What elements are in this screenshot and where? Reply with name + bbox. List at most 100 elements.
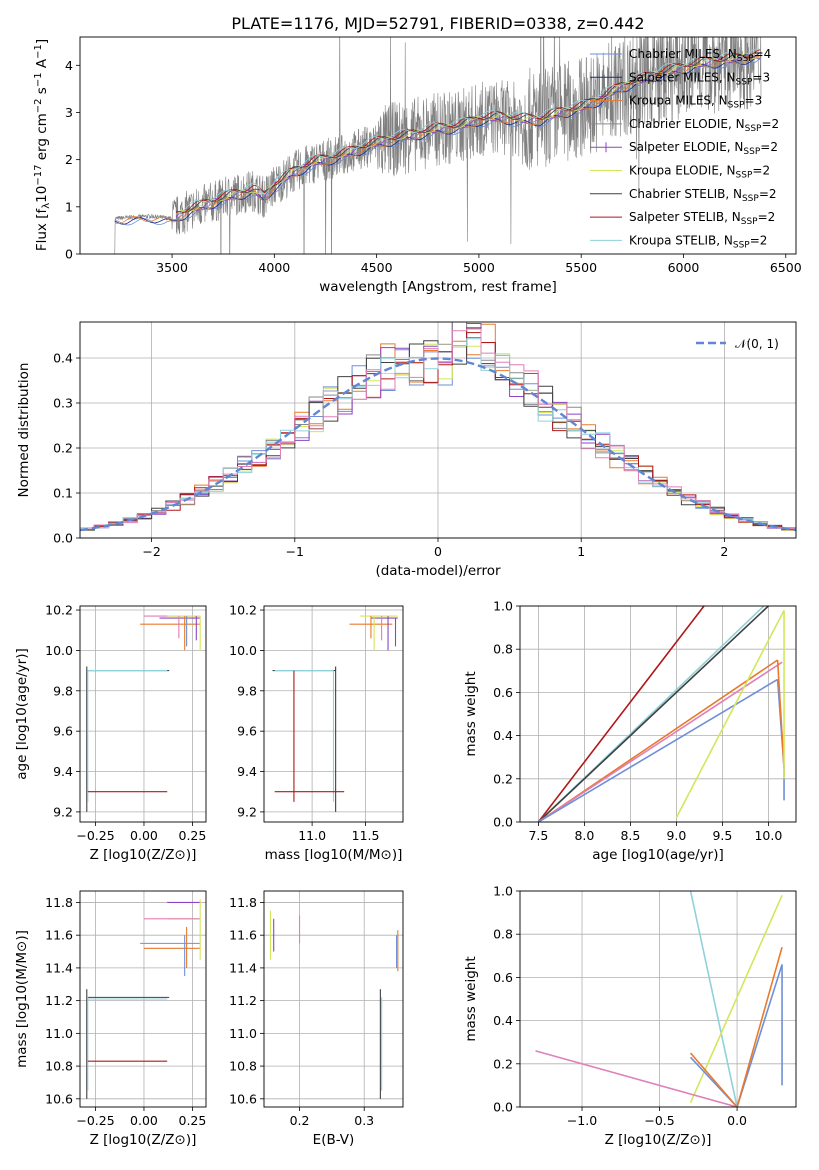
y-tick-label: 10.6 — [229, 1091, 257, 1106]
y-tick-label: 0.6 — [493, 685, 513, 700]
y-axis-label-part: A — [34, 58, 50, 72]
legend-sub: SSP — [736, 171, 753, 181]
y-tick-label: 11.4 — [229, 960, 257, 975]
x-axis-label: (data-model)/error — [375, 563, 501, 579]
y-tick-label: 11.0 — [229, 1026, 257, 1041]
legend-sub: SSP — [737, 54, 754, 64]
y-tick-label: 1 — [65, 199, 73, 214]
x-axis-label: age [log10(age/yr)] — [592, 847, 724, 863]
legend-entry: Salpeter MILES, NSSP=3 — [629, 70, 770, 87]
legend-suffix: =2 — [752, 164, 770, 178]
model-line-8 — [176, 48, 761, 215]
panel-mass-vs-Z: −0.25 0.00 0.25 10.6 10.8 11.0 11.2 11.4 11.6 11.… — [14, 890, 207, 1148]
y-axis-label-part: −17 — [33, 165, 44, 186]
axes-frame — [263, 890, 404, 1108]
x-tick-label: 6500 — [770, 260, 802, 275]
axes-frame — [519, 890, 797, 1108]
x-axis-label: Z [log10(Z/Z⊙)] — [90, 847, 197, 863]
x-tick-label: 5500 — [565, 260, 597, 275]
legend-name: Salpeter MILES, N — [629, 70, 736, 84]
x-tick-label: 10.0 — [754, 828, 782, 843]
legend-sub: SSP — [733, 240, 750, 250]
x-tick-label: 0.0 — [727, 1113, 747, 1128]
legend-suffix: =3 — [752, 70, 770, 84]
y-axis-label-part: λ — [41, 203, 52, 209]
y-tick-label: 0.2 — [493, 1056, 513, 1071]
y-tick-label: 0.4 — [493, 1013, 513, 1028]
legend-sub: SSP — [745, 124, 762, 134]
y-tick-label: 11.2 — [229, 993, 257, 1008]
legend-sub: SSP — [728, 101, 745, 111]
x-tick-label: 0.3 — [354, 1113, 374, 1128]
plot-area — [272, 615, 398, 812]
legend-name: Kroupa ELODIE, N — [629, 164, 736, 178]
weight-line — [675, 609, 785, 819]
y-tick-label: 9.4 — [53, 764, 73, 779]
x-tick-label: −0.25 — [76, 828, 114, 843]
y-tick-label: 9.4 — [237, 764, 257, 779]
y-tick-label: 3 — [65, 105, 73, 120]
weight-line — [736, 946, 783, 1107]
y-axis-label-part: −2 — [33, 98, 44, 113]
axes-frame — [79, 605, 207, 823]
y-tick-label: 9.2 — [237, 804, 257, 819]
x-tick-label: 9.5 — [712, 828, 732, 843]
x-tick-label: 0.00 — [130, 828, 158, 843]
y-tick-label: 10.2 — [229, 603, 257, 618]
grid — [520, 605, 796, 823]
y-axis-label-part: −1 — [33, 44, 44, 59]
y-tick-label: 10.6 — [45, 1091, 73, 1106]
histogram-series-6 — [80, 332, 796, 531]
legend-name: Kroupa MILES, N — [629, 94, 728, 108]
x-tick-label: −0.25 — [76, 1113, 114, 1128]
legend-name: Kroupa STELIB, N — [629, 233, 733, 247]
y-tick-label: 0.0 — [493, 815, 513, 830]
legend-entry: Kroupa MILES, NSSP=3 — [629, 94, 762, 111]
legend-suffix: =2 — [759, 187, 777, 201]
y-tick-label: 9.8 — [237, 683, 257, 698]
y-axis-label-part: erg cm — [34, 113, 50, 164]
legend-name: Salpeter ELODIE, N — [629, 140, 743, 154]
x-tick-label: −2 — [142, 544, 160, 559]
x-tick-label: 0.2 — [290, 1113, 310, 1128]
panel-age-vs-Z: −0.25 0.00 0.25 9.2 9.4 9.6 9.8 10.0 10.2 Z [log1… — [14, 603, 207, 863]
panel-age-vs-mass: 11.0 11.5 9.2 9.4 9.6 9.8 10.0 10.2 mass [log10(… — [229, 603, 404, 863]
x-axis-label: E(B-V) — [313, 1132, 355, 1148]
y-axis-label: mass [log10(M/M⊙)] — [14, 930, 30, 1068]
y-tick-label: 0.6 — [493, 970, 513, 985]
legend-entry: Kroupa STELIB, NSSP=2 — [629, 233, 767, 250]
x-tick-label: 2 — [720, 544, 728, 559]
legend-entry: 𝒩(0, 1) — [735, 337, 779, 351]
plot-area — [535, 891, 783, 1107]
y-tick-label: 1.0 — [493, 599, 513, 614]
y-axis-label-part: ] — [34, 39, 50, 44]
x-tick-label: 3500 — [156, 260, 188, 275]
x-axis-label: Z [log10(Z/Z⊙)] — [605, 1132, 712, 1148]
axes-frame — [519, 605, 797, 823]
x-tick-label: −1 — [286, 544, 304, 559]
legend-sub: SSP — [736, 77, 753, 87]
panel-spectrum: 3500 4000 4500 5000 5500 6000 6500 0 1 2 3 4 wavelen… — [33, 36, 802, 295]
weight-line — [537, 678, 779, 822]
x-tick-label: 8.0 — [574, 828, 594, 843]
y-tick-label: 9.8 — [53, 683, 73, 698]
x-tick-label: 0.00 — [130, 1113, 158, 1128]
y-tick-label: 1.0 — [493, 884, 513, 899]
axes-frame — [79, 36, 797, 255]
x-tick-label: 0.25 — [179, 1113, 207, 1128]
normal-curve — [80, 357, 796, 532]
legend-suffix: =2 — [750, 233, 768, 247]
y-tick-label: 9.6 — [237, 724, 257, 739]
panel-weight-vs-Z: −1.0 −0.5 0.0 0.0 0.2 0.4 0.6 0.8 1.0 Z [log10(Z/… — [463, 884, 797, 1148]
y-axis-label-part: Flux [f — [34, 208, 50, 252]
y-axis-label: mass weight — [463, 956, 479, 1041]
legend-entry: Chabrier ELODIE, NSSP=2 — [629, 117, 779, 134]
axes-frame — [263, 605, 404, 823]
y-tick-label: 9.2 — [53, 804, 73, 819]
legend-name: Chabrier ELODIE, N — [629, 117, 745, 131]
y-tick-label: 0 — [65, 247, 73, 262]
y-axis-label: Normed distribution — [16, 363, 32, 498]
legend-entry: Salpeter ELODIE, NSSP=2 — [629, 140, 778, 157]
x-tick-label: 0.25 — [179, 828, 207, 843]
